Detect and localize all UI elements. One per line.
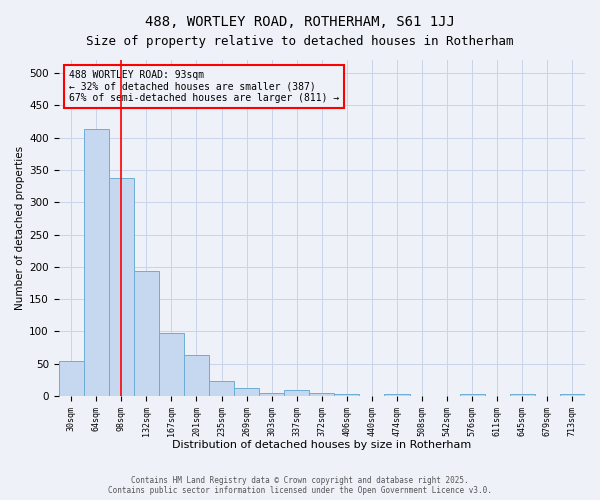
Text: 488 WORTLEY ROAD: 93sqm
← 32% of detached houses are smaller (387)
67% of semi-d: 488 WORTLEY ROAD: 93sqm ← 32% of detache… — [69, 70, 340, 103]
Bar — [385, 394, 410, 396]
Text: 488, WORTLEY ROAD, ROTHERHAM, S61 1JJ: 488, WORTLEY ROAD, ROTHERHAM, S61 1JJ — [145, 15, 455, 29]
Bar — [234, 388, 259, 396]
X-axis label: Distribution of detached houses by size in Rotherham: Distribution of detached houses by size … — [172, 440, 472, 450]
Bar — [560, 394, 585, 396]
Bar — [309, 393, 334, 396]
Bar — [159, 334, 184, 396]
Bar — [109, 178, 134, 396]
Bar — [259, 393, 284, 396]
Bar — [460, 394, 485, 396]
Text: Contains HM Land Registry data © Crown copyright and database right 2025.
Contai: Contains HM Land Registry data © Crown c… — [108, 476, 492, 495]
Bar — [334, 394, 359, 396]
Bar — [59, 360, 84, 396]
Bar — [134, 272, 159, 396]
Text: Size of property relative to detached houses in Rotherham: Size of property relative to detached ho… — [86, 35, 514, 48]
Bar — [209, 381, 234, 396]
Bar — [510, 394, 535, 396]
Y-axis label: Number of detached properties: Number of detached properties — [15, 146, 25, 310]
Bar — [84, 129, 109, 396]
Bar — [284, 390, 309, 396]
Bar — [184, 356, 209, 396]
